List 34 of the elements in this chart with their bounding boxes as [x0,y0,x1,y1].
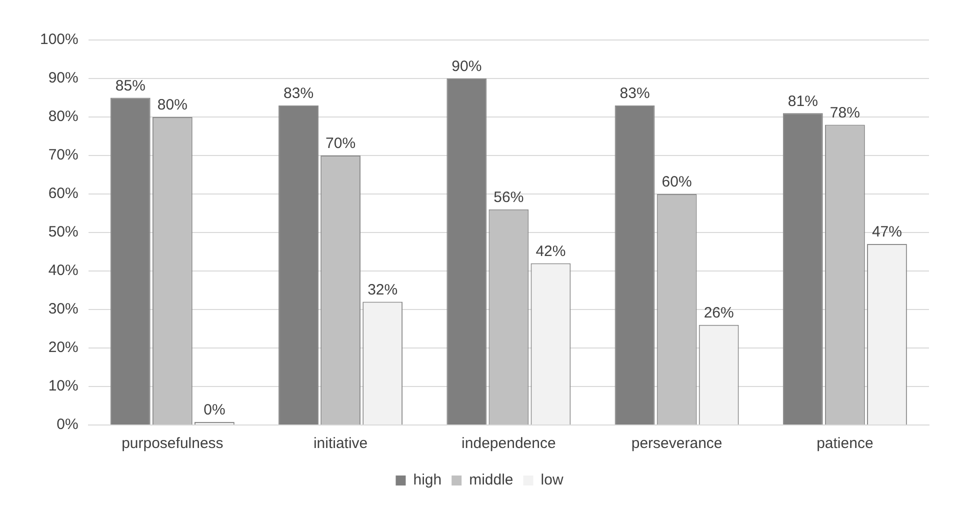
x-tick-label: initiative [313,435,368,452]
data-label: 42% [536,242,566,260]
data-label: 70% [326,135,356,152]
y-tick-label: 20% [48,339,78,356]
data-label: 26% [704,304,734,322]
data-label: 78% [830,104,860,122]
data-label: 83% [620,85,650,102]
data-label: 80% [157,96,188,114]
x-tick-label: independence [462,435,556,452]
y-tick-label: 80% [48,108,78,126]
data-label: 81% [788,92,818,110]
y-tick-label: 0% [56,416,78,434]
y-tick-label: 10% [48,378,78,395]
data-label: 47% [872,224,902,241]
y-tick-label: 50% [48,224,78,241]
y-tick-label: 30% [48,300,78,318]
data-label: 0% [204,402,226,419]
y-tick-label: 100% [40,31,78,48]
data-label: 32% [368,281,398,298]
data-label: 85% [115,77,146,94]
data-label: 83% [284,85,314,102]
y-tick-label: 60% [48,185,78,202]
y-tick-label: 70% [48,146,78,164]
x-tick-label: perseverance [631,435,722,452]
y-tick-label: 90% [48,70,78,87]
data-label: 90% [452,58,482,76]
data-label: 60% [662,174,692,191]
legend-label: middle [469,472,514,489]
legend-label: high [413,472,442,489]
data-label: 56% [494,189,524,206]
y-tick-label: 40% [48,262,78,280]
x-tick-label: patience [816,435,874,452]
x-tick-label: purposefulness [122,435,224,452]
legend-label: low [540,472,564,489]
